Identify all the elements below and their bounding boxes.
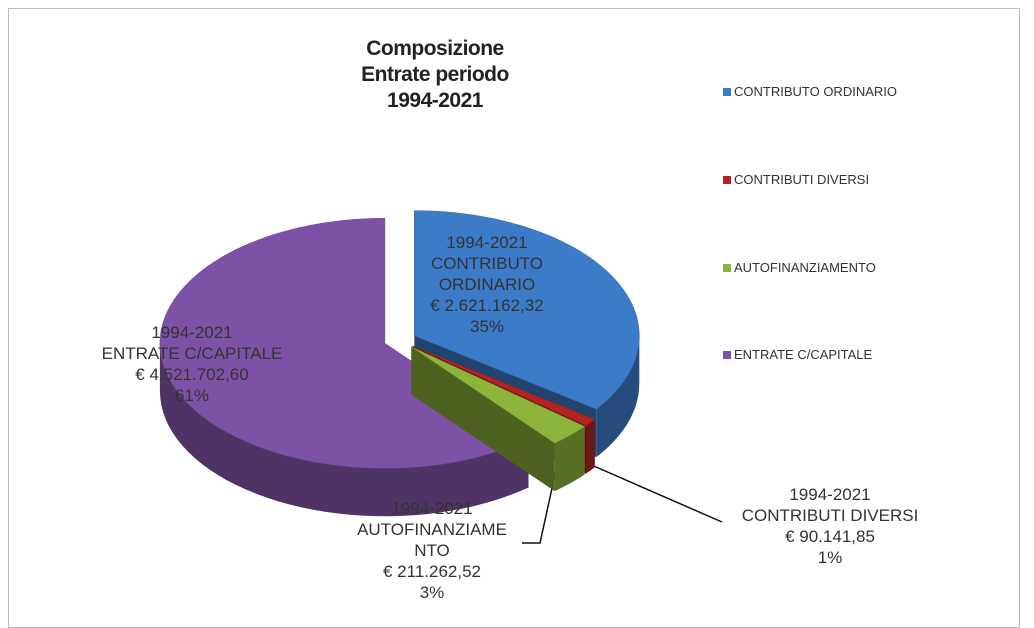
label-category: ENTRATE C/CAPITALE [101,344,283,363]
label-category: CONTRIBUTO ORDINARIO [430,254,544,294]
slice [411,346,586,444]
legend-item: CONTRIBUTO ORDINARIO [723,84,897,99]
slice-side [596,335,640,458]
label-period: 1994-2021 [151,323,233,342]
legend-item: CONTRIBUTI DIVERSI [723,172,869,187]
slice-side [586,419,595,474]
label-amount: € 2.621.162,32 [430,296,544,315]
label-percent: 61% [174,386,210,405]
legend-swatch [723,263,731,272]
label-period: 1994-2021 [789,485,871,504]
label-period: 1994-2021 [391,499,473,518]
legend-item: ENTRATE C/CAPITALE [723,347,872,362]
slice-side [159,343,529,517]
legend-swatch [723,350,731,359]
legend-swatch [723,175,731,184]
slice [412,345,596,426]
label-category: CONTRIBUTI DIVERSI [741,506,919,525]
legend-label: ENTRATE C/CAPITALE [734,347,873,362]
label-period: 1994-2021 [446,233,528,252]
leader-line [522,469,557,544]
label-amount: € 90.141,85 [785,527,875,546]
data-label: 1994-2021 ENTRATE C/CAPITALE € 4.521.702,6… [102,322,283,406]
label-category: AUTOFINANZIAMENTO [357,520,507,560]
legend-label: CONTRIBUTO ORDINARIO [734,84,897,99]
data-label: 1994-2021 AUTOFINANZIAMENTO € 211.262,52 3% [352,498,512,603]
slice-side [554,426,585,492]
label-amount: € 4.521.702,60 [135,365,249,384]
legend-label: CONTRIBUTI DIVERSI [734,172,870,187]
slice [411,346,586,492]
legend-item: AUTOFINANZIAMENTO [723,260,876,275]
slice-wall [411,346,555,492]
legend-swatch [723,87,731,96]
label-amount: € 211.262,52 [383,562,481,581]
data-label: 1994-2021 CONTRIBUTI DIVERSI € 90.141,85 1% [742,484,919,568]
slice [414,210,640,410]
label-percent: 1% [817,548,843,567]
label-percent: 35% [469,317,505,336]
legend-label: AUTOFINANZIAMENTO [734,260,876,275]
chart-title: Composizione Entrate periodo 1994-2021 [361,37,509,112]
leader-line [579,459,723,523]
data-label: 1994-2021 CONTRIBUTO ORDINARIO € 2.621.162… [427,232,547,337]
label-percent: 3% [419,583,445,602]
